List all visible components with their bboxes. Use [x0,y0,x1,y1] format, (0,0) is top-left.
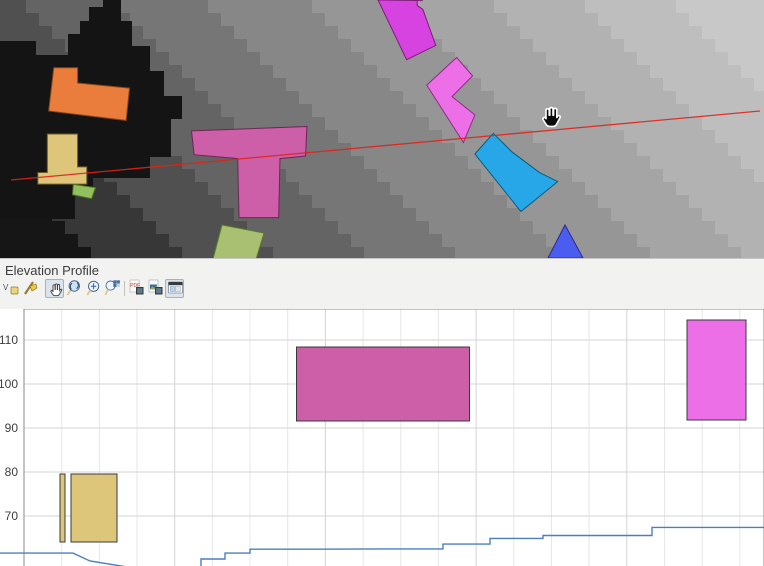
svg-text:90: 90 [5,421,19,435]
svg-text:110: 110 [0,333,18,347]
svg-text:80: 80 [5,465,19,479]
svg-text:100: 100 [0,377,18,391]
svg-text:V: V [3,283,9,292]
svg-text:70: 70 [5,509,19,523]
